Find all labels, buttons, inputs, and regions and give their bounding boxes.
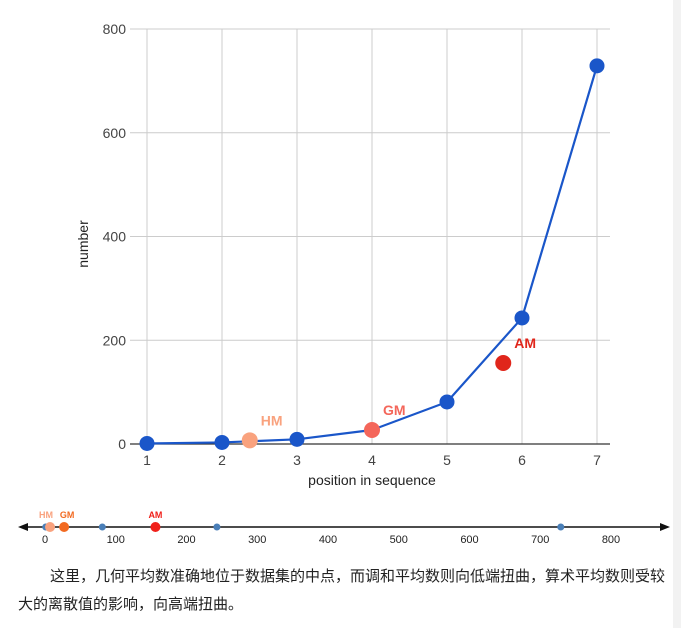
number-line-point bbox=[557, 523, 565, 531]
x-tick-label: 5 bbox=[443, 452, 451, 468]
number-line-mean-gm bbox=[59, 522, 70, 532]
x-tick-label: 7 bbox=[593, 452, 601, 468]
mean-label-am: AM bbox=[514, 335, 536, 351]
number-line-label-am: AM bbox=[148, 510, 162, 520]
data-point bbox=[589, 58, 605, 74]
number-line: 0 100 200 300 400 500 600 700 800 HM GM AM bbox=[18, 510, 670, 546]
number-line-tick-label: 300 bbox=[248, 534, 266, 546]
y-tick-label: 0 bbox=[118, 436, 126, 452]
mean-point-gm bbox=[364, 421, 380, 438]
y-tick-label: 400 bbox=[103, 229, 127, 245]
data-point bbox=[139, 435, 155, 451]
number-line-label-hm: HM bbox=[39, 510, 53, 520]
number-line-point bbox=[213, 523, 221, 531]
mean-label-hm: HM bbox=[261, 412, 283, 428]
data-point bbox=[439, 394, 455, 410]
data-point bbox=[289, 431, 305, 447]
number-line-mean-hm bbox=[45, 522, 56, 532]
number-line-tick-label: 800 bbox=[602, 534, 620, 546]
number-line-point bbox=[98, 523, 106, 531]
number-line-tick-label: 200 bbox=[177, 534, 195, 546]
mean-point-hm bbox=[241, 432, 258, 449]
line-chart: 1 2 3 4 5 6 7 0 200 400 600 800 position in sequenc… bbox=[75, 21, 610, 488]
number-line-tick-label: 600 bbox=[460, 534, 478, 546]
mean-point-am bbox=[495, 355, 512, 372]
left-arrow bbox=[18, 523, 28, 531]
x-tick-label: 1 bbox=[143, 452, 151, 468]
number-line-label-gm: GM bbox=[60, 510, 75, 520]
y-tick-label: 200 bbox=[103, 332, 127, 348]
number-line-tick-label: 400 bbox=[319, 534, 337, 546]
right-arrow bbox=[660, 523, 670, 531]
data-point bbox=[214, 434, 230, 450]
number-line-tick-label: 100 bbox=[107, 534, 125, 546]
number-line-tick-label: 500 bbox=[390, 534, 408, 546]
y-axis-label: number bbox=[75, 220, 91, 268]
x-tick-label: 2 bbox=[218, 452, 226, 468]
x-tick-label: 4 bbox=[368, 452, 376, 468]
y-tick-label: 600 bbox=[103, 125, 127, 141]
number-line-tick-label: 700 bbox=[531, 534, 549, 546]
x-axis-label: position in sequence bbox=[308, 472, 436, 488]
x-tick-label: 6 bbox=[518, 452, 526, 468]
page-edge bbox=[673, 0, 681, 628]
y-tick-label: 800 bbox=[103, 21, 127, 37]
number-line-mean-am bbox=[150, 522, 161, 532]
caption-text: 这里，几何平均数准确地位于数据集的中点，而调和平均数则向低端扭曲，算术平均数则受… bbox=[18, 567, 666, 613]
mean-label-gm: GM bbox=[383, 402, 406, 418]
data-point bbox=[514, 310, 530, 326]
number-line-tick-label: 0 bbox=[42, 534, 48, 546]
x-tick-label: 3 bbox=[293, 452, 301, 468]
